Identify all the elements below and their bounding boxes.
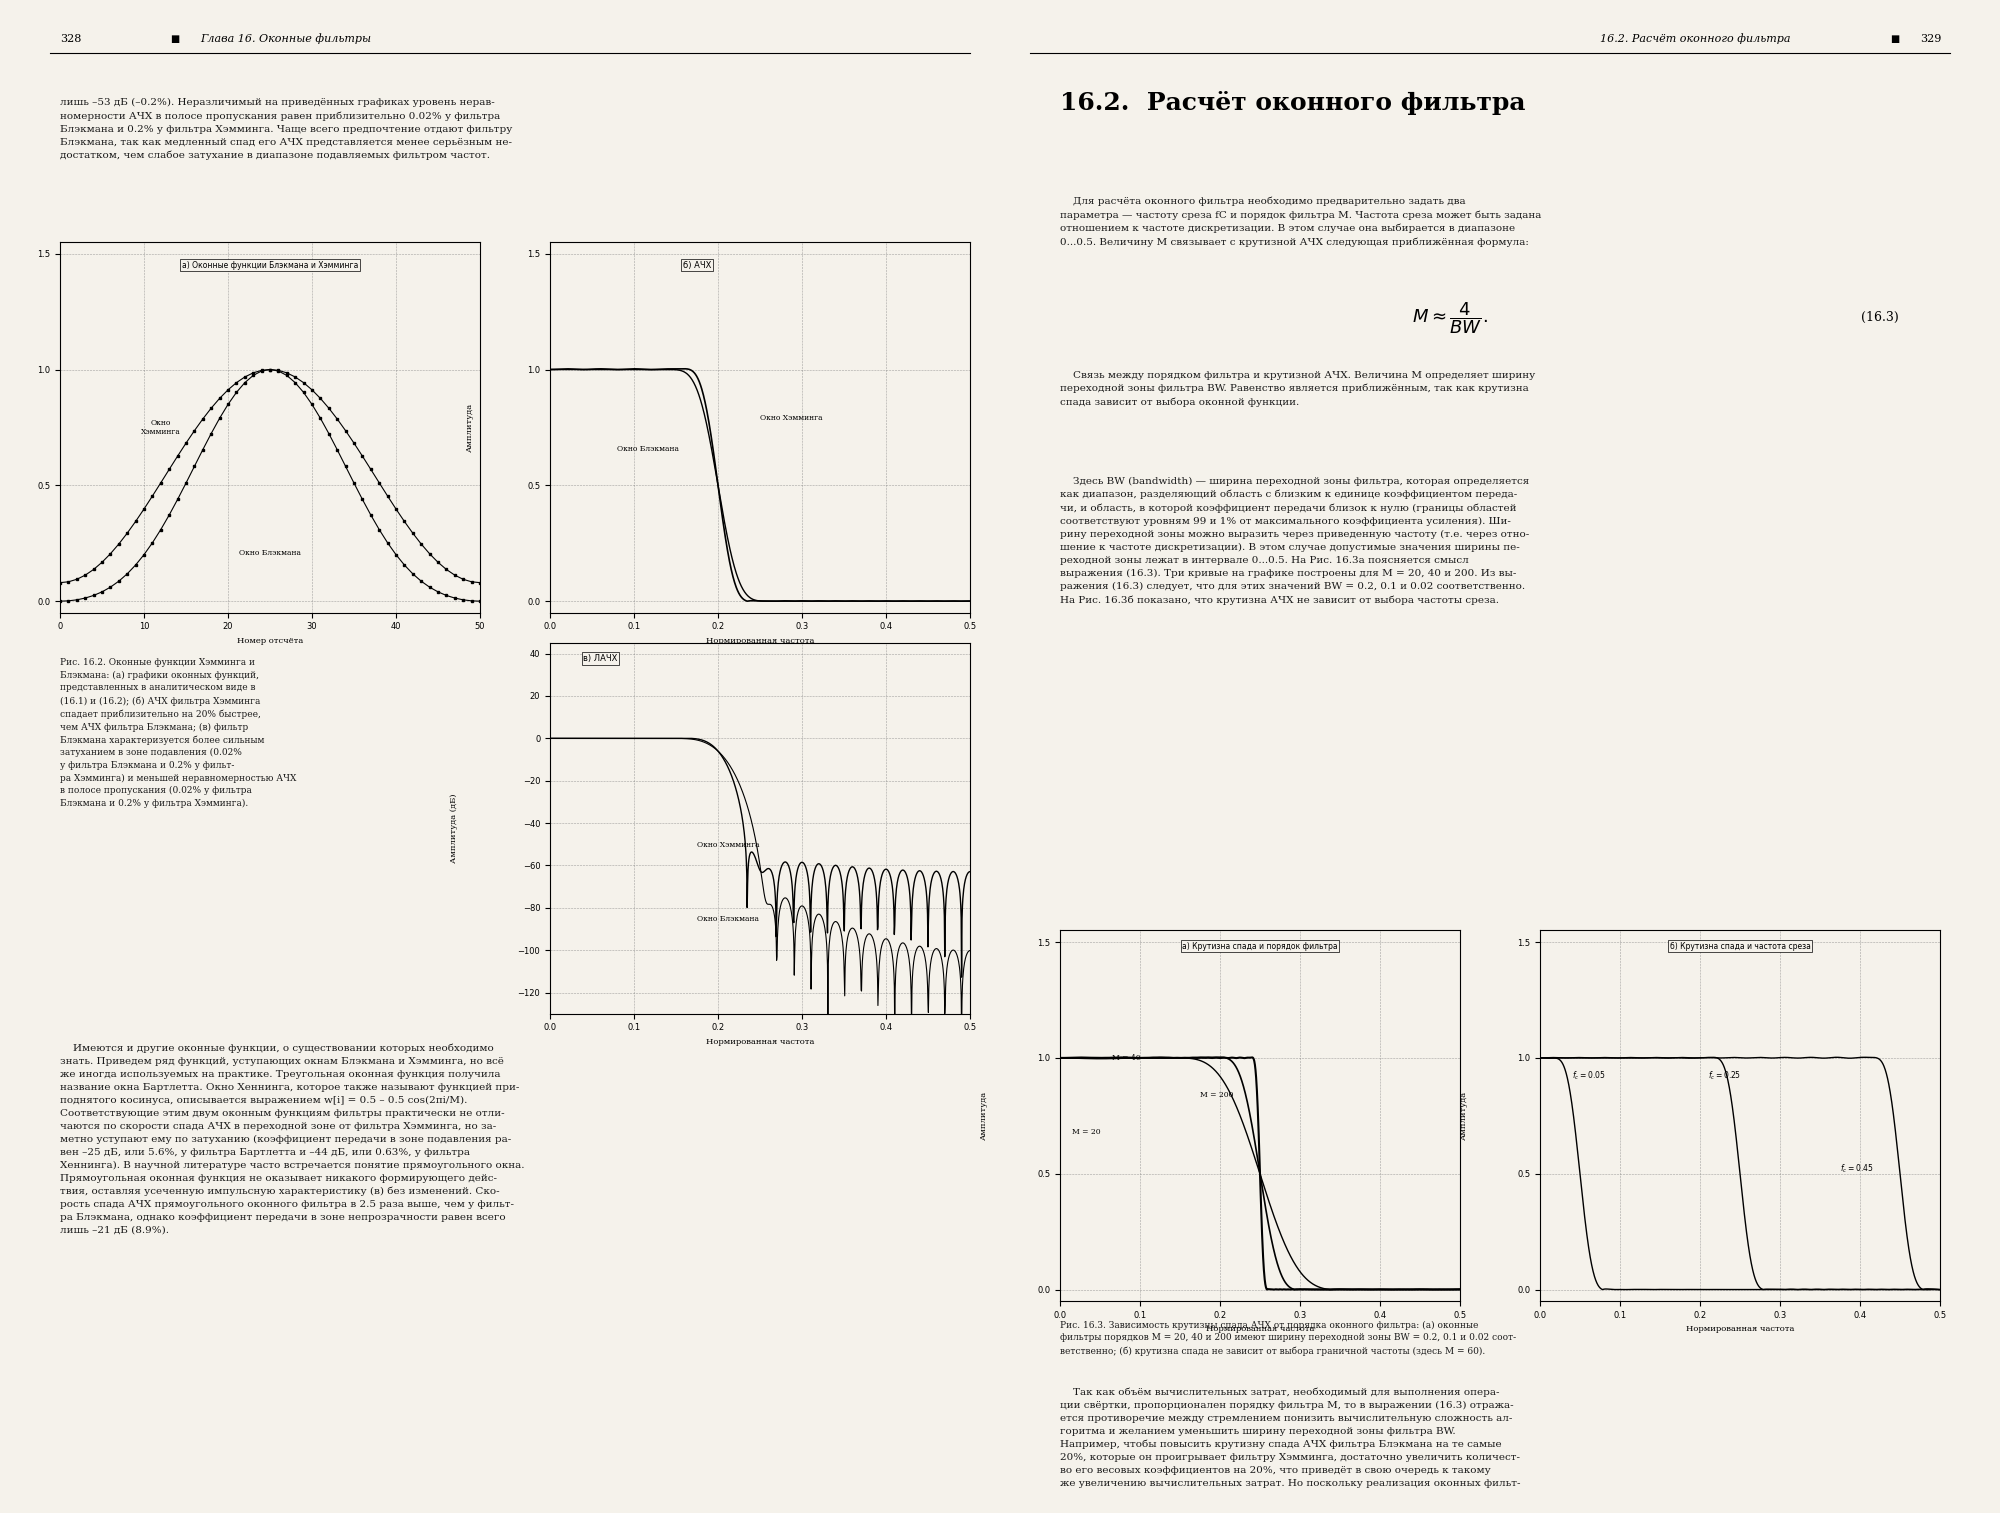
X-axis label: Номер отсчёта: Номер отсчёта [236,637,304,645]
Text: 16.2.  Расчёт оконного фильтра: 16.2. Расчёт оконного фильтра [1060,91,1526,115]
X-axis label: Нормированная частота: Нормированная частота [1686,1325,1794,1333]
Text: лишь –53 дБ (–0.2%). Неразличимый на приведённых графиках уровень нерав-
номерно: лишь –53 дБ (–0.2%). Неразличимый на при… [60,98,512,160]
Text: M = 200: M = 200 [1200,1091,1234,1100]
Text: $f_c = 0.05$: $f_c = 0.05$ [1572,1070,1606,1082]
Y-axis label: Амплитуда: Амплитуда [980,1091,988,1141]
Text: (16.3): (16.3) [1862,312,1898,324]
Text: Глава 16. Оконные фильтры: Глава 16. Оконные фильтры [200,33,372,44]
Text: 328: 328 [60,35,82,44]
Text: M = 20: M = 20 [1072,1129,1100,1136]
Text: Окно Блэкмана: Окно Блэкмана [240,549,300,557]
Text: $f_c = 0.25$: $f_c = 0.25$ [1708,1070,1742,1082]
Text: Окно Хэмминга: Окно Хэмминга [698,841,760,849]
Y-axis label: Амплитуда: Амплитуда [1460,1091,1468,1141]
Y-axis label: Амплитуда: Амплитуда [466,402,474,452]
Text: M = 40: M = 40 [1112,1055,1140,1062]
Text: ■: ■ [1890,35,1900,44]
Text: Здесь BW (bandwidth) — ширина переходной зоны фильтра, которая определяется
как : Здесь BW (bandwidth) — ширина переходной… [1060,477,1530,605]
Text: 16.2. Расчёт оконного фильтра: 16.2. Расчёт оконного фильтра [1600,33,1790,44]
Text: $M \approx \dfrac{4}{BW}.$: $M \approx \dfrac{4}{BW}.$ [1412,300,1488,336]
Text: Окно Хэмминга: Окно Хэмминга [760,415,822,422]
X-axis label: Нормированная частота: Нормированная частота [706,1038,814,1045]
X-axis label: Нормированная частота: Нормированная частота [1206,1325,1314,1333]
Text: Для расчёта оконного фильтра необходимо предварительно задать два
параметра — ча: Для расчёта оконного фильтра необходимо … [1060,197,1542,247]
Text: Рис. 16.3. Зависимость крутизны спада АЧХ от порядка оконного фильтра: (а) оконн: Рис. 16.3. Зависимость крутизны спада АЧ… [1060,1321,1516,1356]
Text: Связь между порядком фильтра и крутизной АЧХ. Величина M определяет ширину
перех: Связь между порядком фильтра и крутизной… [1060,371,1536,407]
X-axis label: Нормированная частота: Нормированная частота [706,637,814,645]
Text: Окно
Хэмминга: Окно Хэмминга [140,419,180,436]
Text: Окно Блэкмана: Окно Блэкмана [698,915,760,923]
Text: б) Крутизна спада и частота среза: б) Крутизна спада и частота среза [1670,941,1810,950]
Text: Рис. 16.2. Оконные функции Хэмминга и
Блэкмана: (а) графики оконных функций,
пре: Рис. 16.2. Оконные функции Хэмминга и Бл… [60,658,296,808]
Text: Так как объём вычислительных затрат, необходимый для выполнения опера-
ции свёрт: Так как объём вычислительных затрат, нео… [1060,1387,1520,1487]
Text: б) АЧХ: б) АЧХ [682,260,712,269]
Text: а) Крутизна спада и порядок фильтра: а) Крутизна спада и порядок фильтра [1182,941,1338,950]
Text: в) ЛАЧХ: в) ЛАЧХ [584,654,618,663]
Text: ■: ■ [170,35,180,44]
Text: а) Оконные функции Блэкмана и Хэмминга: а) Оконные функции Блэкмана и Хэмминга [182,260,358,269]
Text: Имеются и другие оконные функции, о существовании которых необходимо
знать. Прив: Имеются и другие оконные функции, о суще… [60,1044,524,1235]
Text: 329: 329 [1920,35,1942,44]
Text: Окно Блэкмана: Окно Блэкмана [618,445,680,452]
Text: $f_c = 0.45$: $f_c = 0.45$ [1840,1162,1874,1176]
Y-axis label: Амплитуда (дБ): Амплитуда (дБ) [450,794,458,862]
